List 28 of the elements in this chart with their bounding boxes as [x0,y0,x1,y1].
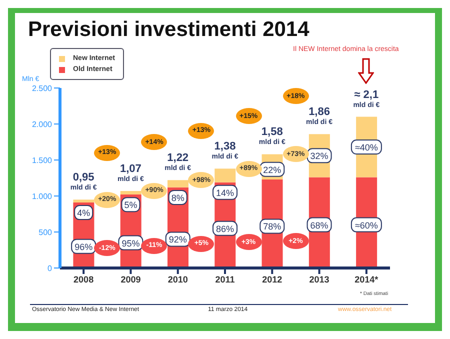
annotation: 96% [74,242,93,252]
annotation: ≈60% [354,220,378,230]
annotation: 86% [216,224,234,234]
x-tick-label: 2013 [309,274,330,284]
x-tick-label: 2009 [120,274,141,284]
y-tick-label: 1.000 [32,192,53,201]
x-tick-label: 2011 [215,274,235,284]
x-tick-label: 2008 [74,274,94,284]
annotation: 95% [122,238,140,248]
annotation: 92% [168,234,187,245]
x-tick-label: 2010 [168,274,188,284]
y-tick-label: 2.000 [32,120,53,129]
chart-title: Previsioni investimenti 2014 [28,18,310,42]
y-tick-label: 500 [38,228,53,237]
y-tick-label: 2.500 [32,84,53,93]
y-tick-label: 0 [48,264,53,273]
annotation: 4% [77,208,90,218]
annotation: 22% [263,164,282,175]
y-tick-label: 1.500 [32,156,53,165]
annotation: ≈40% [354,142,378,153]
annotation: 78% [263,222,282,232]
annotation: 8% [171,192,184,203]
x-tick-label: 2014* [354,274,379,284]
x-tick-label: 2012 [262,274,282,284]
annotation: 5% [124,200,138,210]
annotation: 32% [310,151,328,162]
annotation: 14% [216,188,234,198]
annotation: 68% [310,220,328,230]
